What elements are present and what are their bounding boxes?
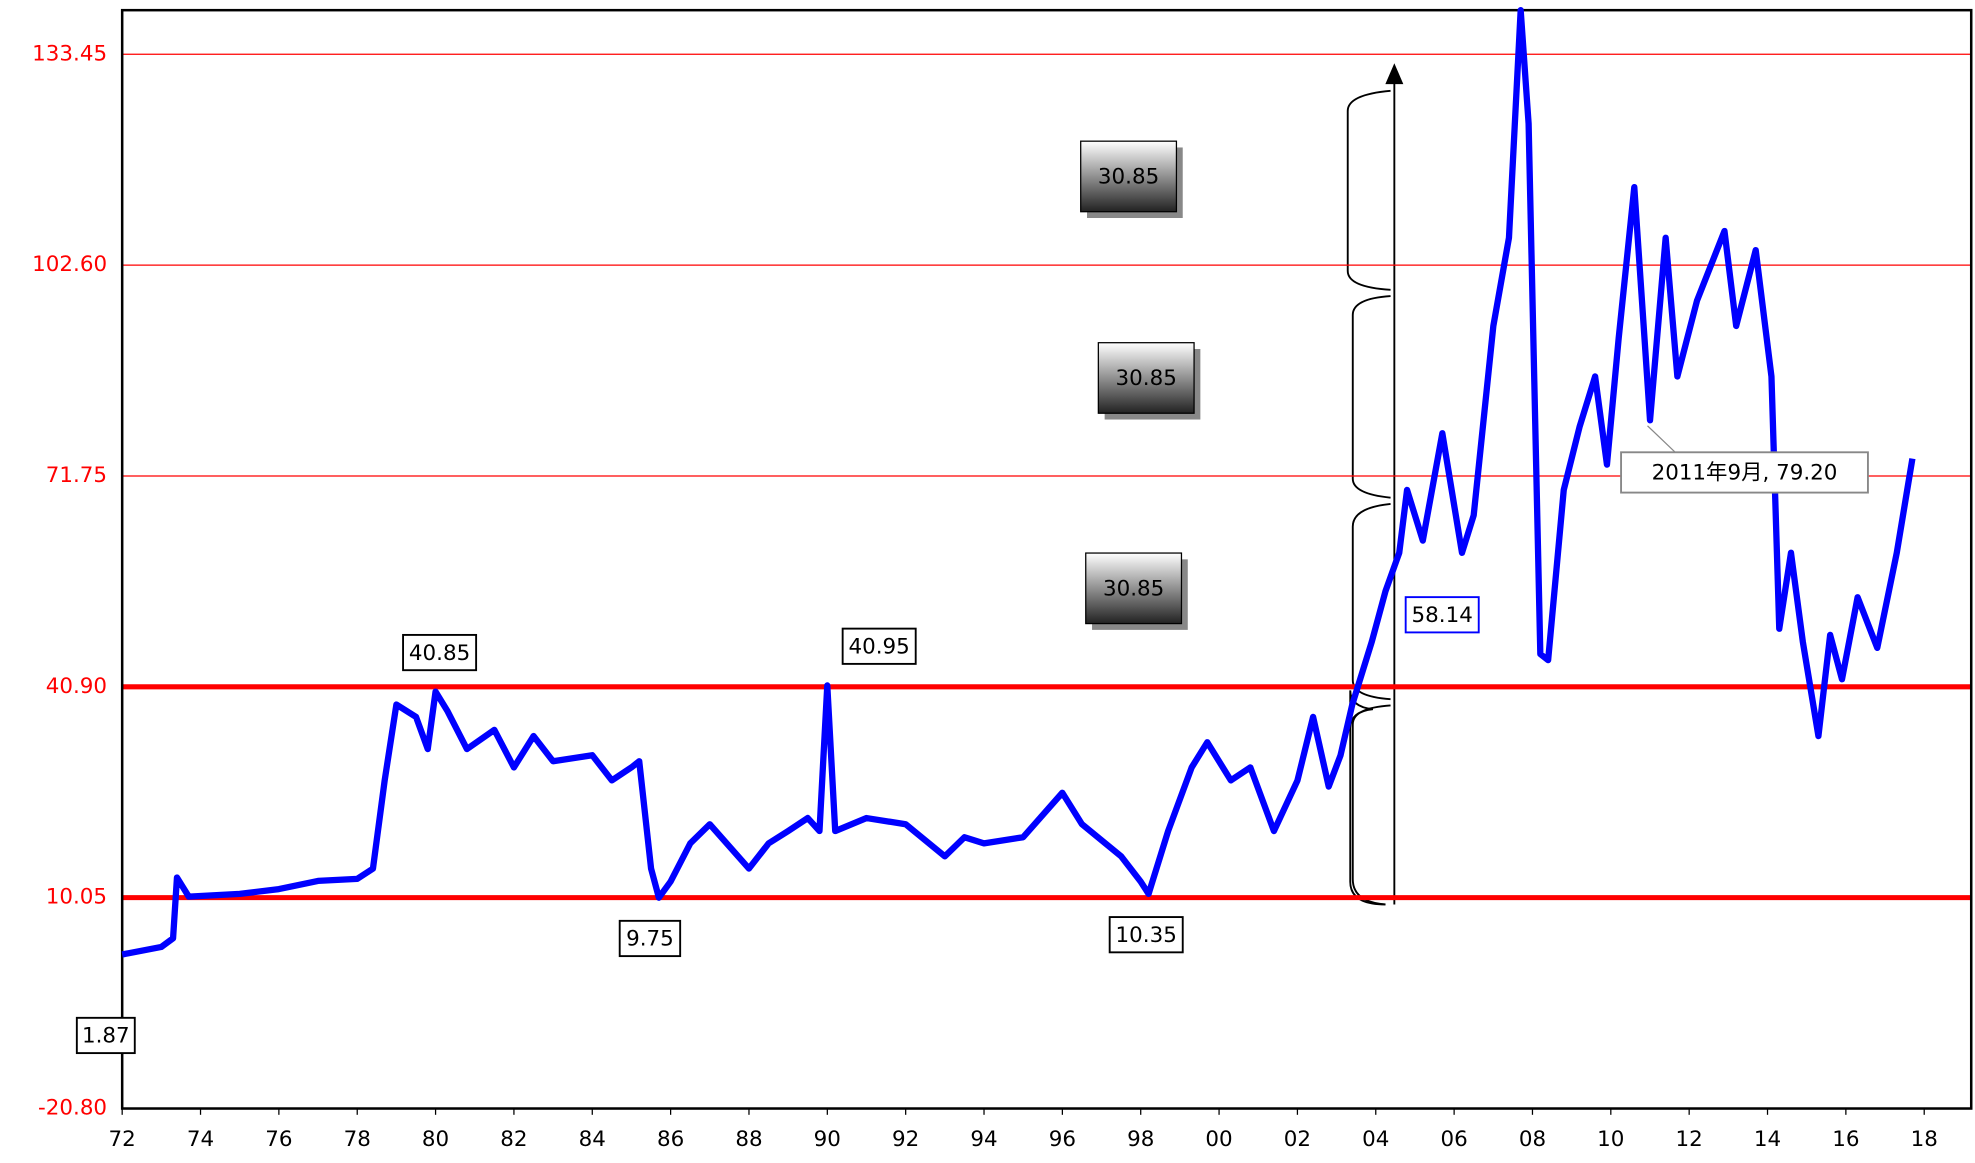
annotation: 30.85 [1103, 577, 1164, 602]
x-tick-label: 78 [344, 1127, 371, 1152]
annotation: 58.14 [1412, 603, 1473, 628]
label-box [75, 1016, 136, 1055]
label-box [1620, 451, 1869, 494]
x-tick-label: 76 [265, 1127, 292, 1152]
x-tick-label: 82 [500, 1127, 527, 1152]
x-tick-label: 10 [1597, 1127, 1624, 1152]
label-box [402, 633, 478, 672]
annotation: 30.85 [1116, 366, 1177, 391]
y-tick-label: 133.45 [32, 41, 107, 66]
label-box [1108, 916, 1184, 954]
y-tick-label: 71.75 [46, 463, 107, 488]
label-box [1080, 140, 1178, 213]
x-tick-label: 06 [1440, 1127, 1467, 1152]
plot-frame [120, 8, 1973, 1110]
x-tick-label: 12 [1676, 1127, 1703, 1152]
annotation: 2011年9月, 79.20 [1652, 461, 1838, 486]
x-tick-label: 90 [814, 1127, 841, 1152]
y-tick-label: -20.80 [38, 1096, 107, 1121]
annotation: 10.35 [1116, 923, 1177, 948]
x-tick-label: 92 [892, 1127, 919, 1152]
x-tick-label: 14 [1754, 1127, 1781, 1152]
label-box [1085, 552, 1183, 625]
y-tick-label: 40.90 [46, 674, 107, 699]
x-tick-label: 98 [1127, 1127, 1154, 1152]
x-tick-label: 04 [1362, 1127, 1389, 1152]
label-box [1097, 342, 1195, 414]
x-tick-label: 94 [970, 1127, 997, 1152]
y-tick-label: 10.05 [46, 885, 107, 910]
x-tick-label: 74 [187, 1127, 214, 1152]
annotation: 9.75 [626, 927, 674, 952]
x-tick-label: 88 [735, 1127, 762, 1152]
annotation: 1.87 [82, 1024, 130, 1049]
x-tick-label: 16 [1832, 1127, 1859, 1152]
x-tick-label: 72 [109, 1127, 136, 1152]
x-tick-label: 84 [579, 1127, 606, 1152]
y-tick-label: 102.60 [32, 252, 107, 277]
price-line [121, 7, 1916, 958]
annotation: 40.85 [409, 641, 470, 666]
label-box [1404, 596, 1480, 634]
annotation: 30.85 [1098, 165, 1159, 190]
x-tick-label: 08 [1519, 1127, 1546, 1152]
x-tick-label: 80 [422, 1127, 449, 1152]
label-box [841, 627, 917, 665]
x-tick-label: 00 [1205, 1127, 1232, 1152]
x-tick-label: 96 [1049, 1127, 1076, 1152]
x-tick-label: 18 [1911, 1127, 1938, 1152]
annotation: 40.95 [849, 635, 910, 660]
x-tick-label: 86 [657, 1127, 684, 1152]
x-tick-label: 02 [1284, 1127, 1311, 1152]
label-box [618, 919, 682, 958]
